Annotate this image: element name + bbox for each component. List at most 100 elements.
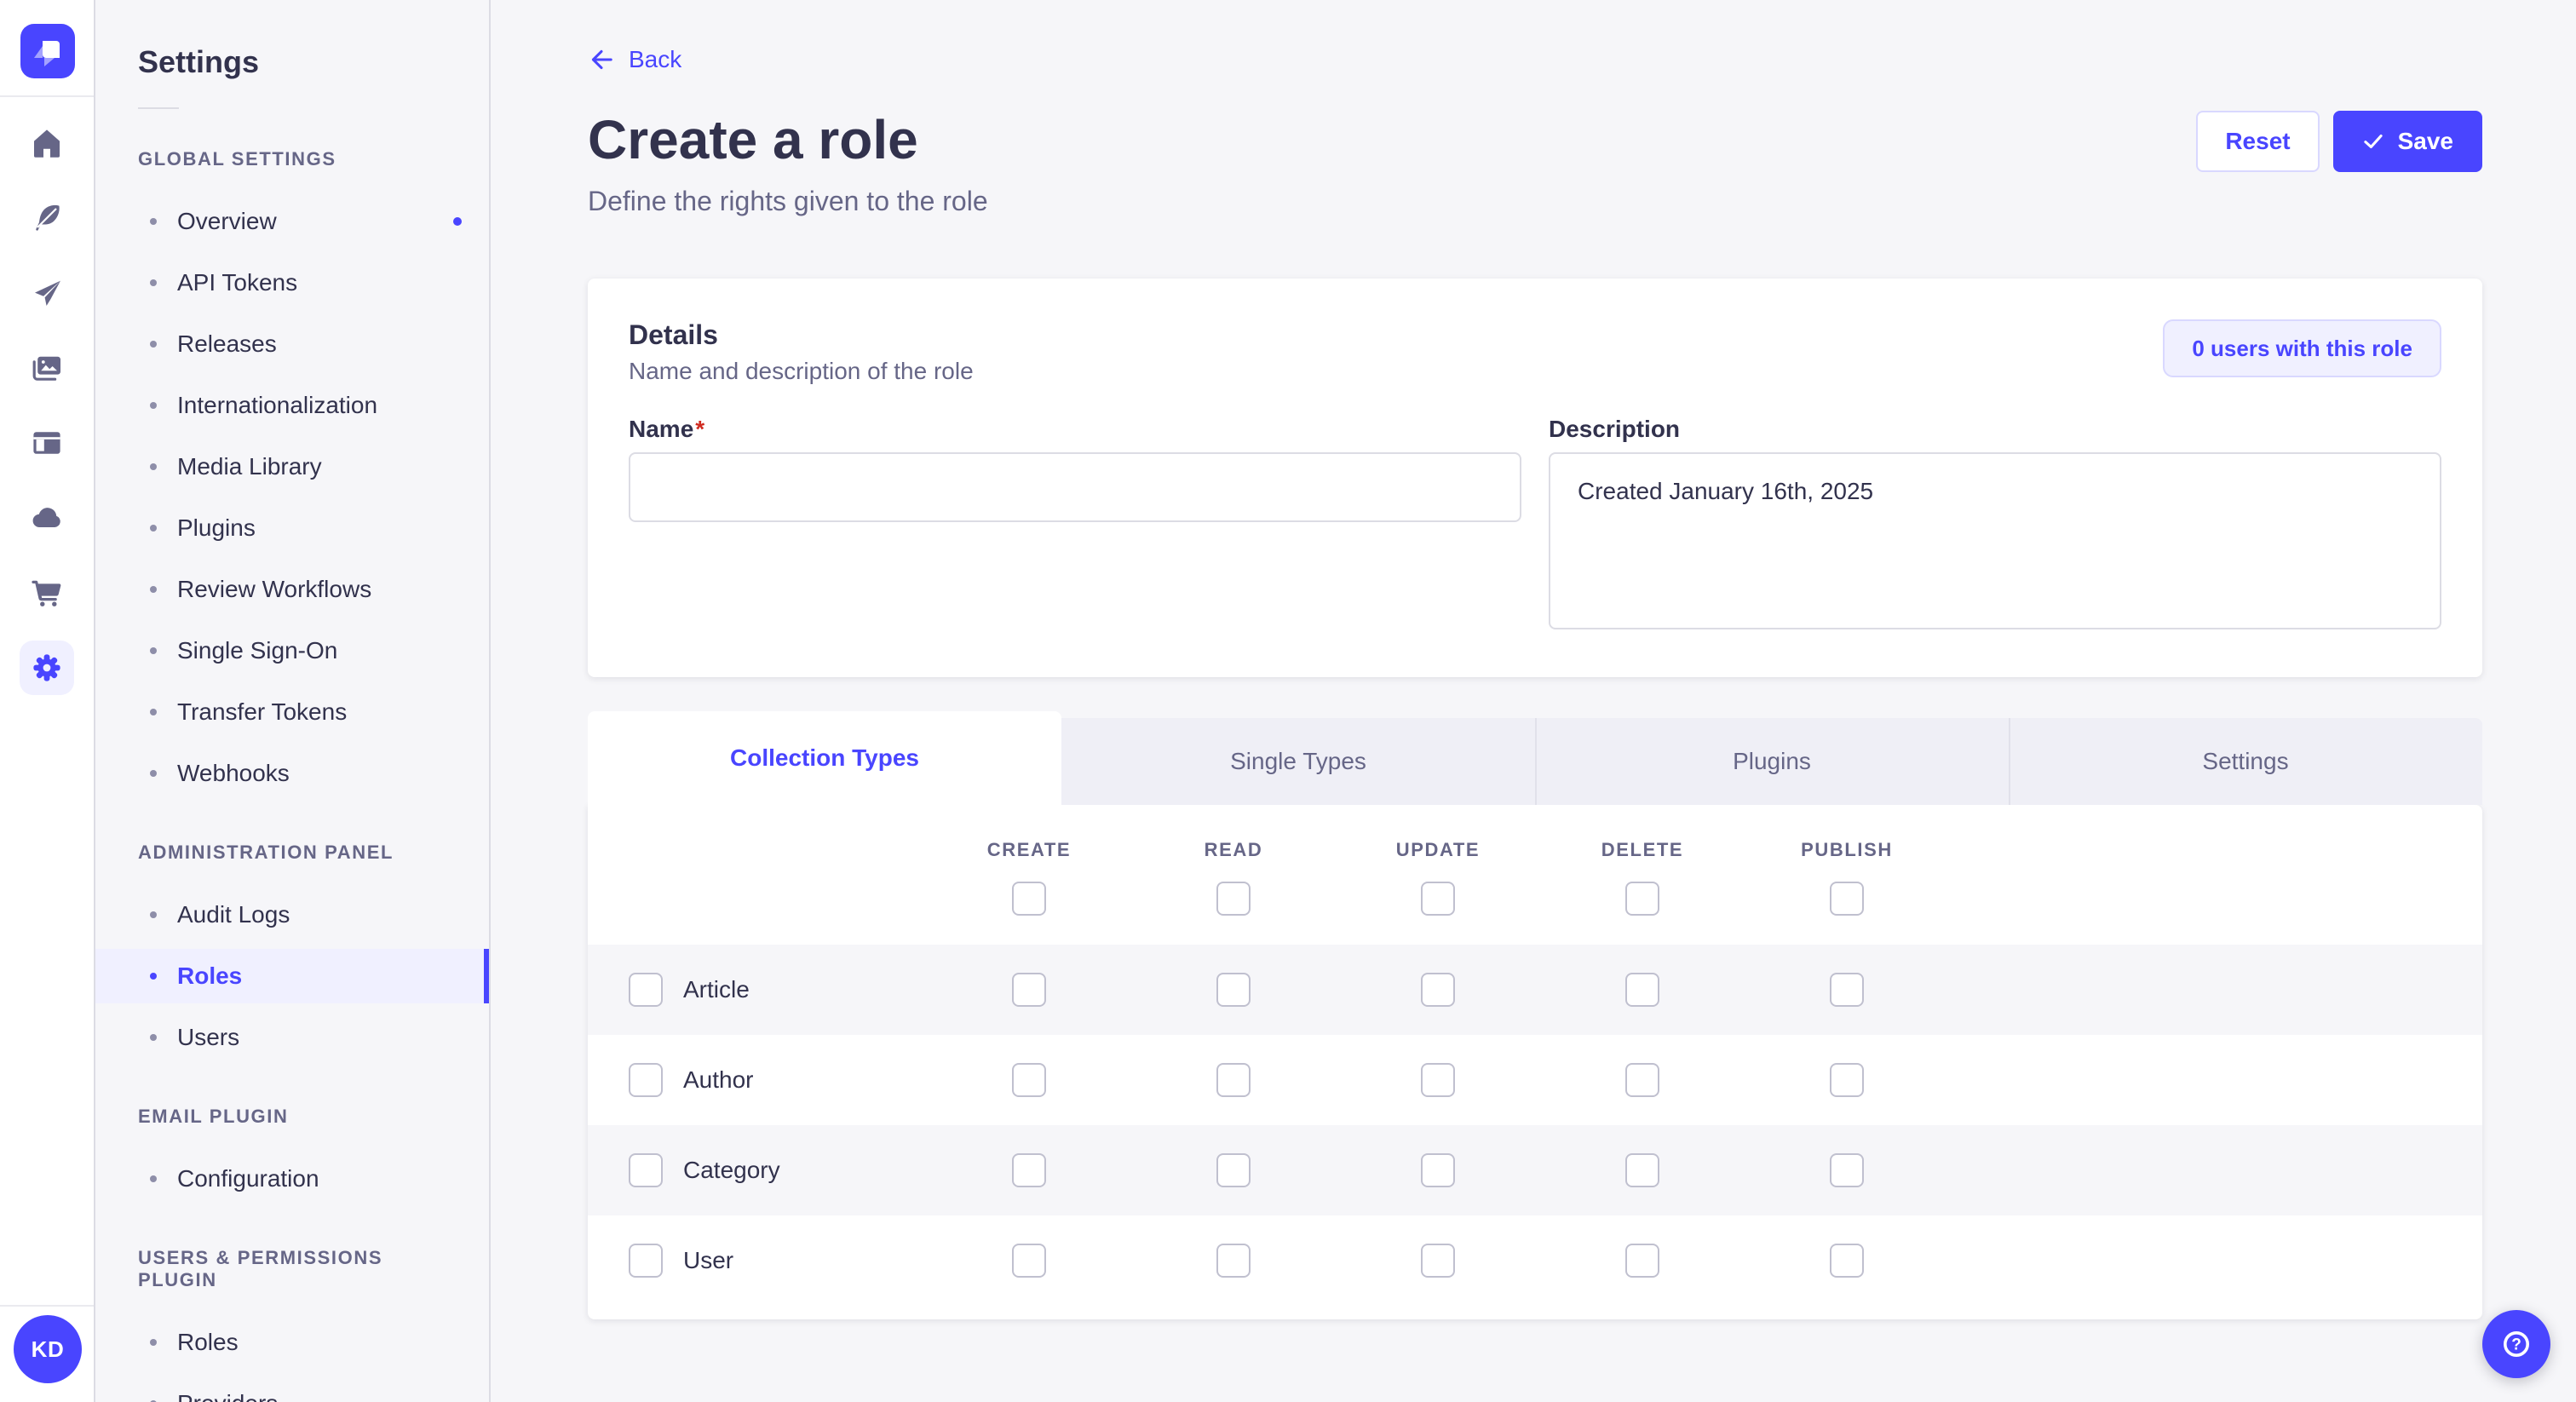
user-publish-checkbox[interactable] — [1830, 1244, 1864, 1278]
author-read-checkbox[interactable] — [1216, 1063, 1251, 1097]
sidebar-item-label: Overview — [177, 208, 277, 234]
home-icon[interactable] — [20, 116, 74, 170]
permissions-row-author: Author — [588, 1035, 2482, 1125]
permissions-row-user: User — [588, 1215, 2482, 1306]
name-field-group: Name * — [629, 412, 1521, 636]
name-label: Name * — [629, 416, 705, 442]
administration-panel-list: Audit Logs Roles Users — [95, 888, 489, 1065]
category-publish-checkbox[interactable] — [1830, 1153, 1864, 1187]
description-label: Description — [1549, 416, 1681, 442]
sidebar-item-label: Plugins — [177, 514, 256, 541]
help-button[interactable]: ? — [2482, 1310, 2550, 1378]
feather-icon[interactable] — [20, 191, 74, 245]
article-read-checkbox[interactable] — [1216, 973, 1251, 1007]
page-title: Create a role — [588, 109, 918, 170]
author-create-checkbox[interactable] — [1012, 1063, 1046, 1097]
paper-plane-icon[interactable] — [20, 266, 74, 320]
strapi-logo[interactable] — [20, 24, 75, 78]
sidebar-item-api-tokens[interactable]: API Tokens — [95, 256, 489, 310]
reset-button[interactable]: Reset — [2196, 111, 2320, 172]
article-delete-checkbox[interactable] — [1625, 973, 1659, 1007]
strapi-logo-icon — [34, 41, 60, 66]
sidebar-item-label: Media Library — [177, 453, 322, 480]
sidebar-item-label: Review Workflows — [177, 576, 372, 602]
section-email-plugin: EMAIL PLUGIN — [138, 1106, 289, 1127]
tab-settings[interactable]: Settings — [2009, 718, 2482, 805]
description-textarea[interactable]: Created January 16th, 2025 — [1549, 452, 2441, 629]
sidebar-item-configuration[interactable]: Configuration — [95, 1152, 489, 1206]
sidebar-item-internationalization[interactable]: Internationalization — [95, 378, 489, 433]
sidebar-item-label: Releases — [177, 330, 277, 357]
row-select-checkbox[interactable] — [629, 1244, 663, 1278]
save-button[interactable]: Save — [2332, 111, 2482, 172]
sidebar-item-transfer-tokens[interactable]: Transfer Tokens — [95, 685, 489, 739]
article-create-checkbox[interactable] — [1012, 973, 1046, 1007]
permissions-panel: CREATE READ UPDATE DELETE PUBLISH Articl… — [588, 805, 2482, 1319]
sidebar-item-roles-active[interactable]: Roles — [95, 949, 489, 1003]
sidebar-item-releases[interactable]: Releases — [95, 317, 489, 371]
name-input[interactable] — [629, 452, 1521, 522]
sidebar-item-label: Configuration — [177, 1165, 319, 1192]
content-type-label: Article — [683, 976, 750, 1003]
sidebar-item-single-sign-on[interactable]: Single Sign-On — [95, 623, 489, 678]
user-avatar[interactable]: KD — [14, 1315, 82, 1383]
media-library-icon[interactable] — [20, 341, 74, 395]
cloud-icon[interactable] — [20, 491, 74, 545]
main-content: Back Create a role Define the rights giv… — [491, 0, 2576, 1402]
header-actions: Reset Save — [2196, 111, 2482, 172]
svg-text:?: ? — [2511, 1336, 2521, 1353]
author-publish-checkbox[interactable] — [1830, 1063, 1864, 1097]
column-read: READ — [1204, 839, 1263, 860]
select-all-create-checkbox[interactable] — [1012, 882, 1046, 916]
user-read-checkbox[interactable] — [1216, 1244, 1251, 1278]
select-all-update-checkbox[interactable] — [1421, 882, 1455, 916]
sidebar-item-review-workflows[interactable]: Review Workflows — [95, 562, 489, 617]
tab-plugins[interactable]: Plugins — [1535, 718, 2009, 805]
section-administration-panel: ADMINISTRATION PANEL — [138, 842, 394, 863]
layout-icon[interactable] — [20, 416, 74, 470]
select-all-publish-checkbox[interactable] — [1830, 882, 1864, 916]
sidebar-item-audit-logs[interactable]: Audit Logs — [95, 888, 489, 942]
article-update-checkbox[interactable] — [1421, 973, 1455, 1007]
divider — [138, 107, 179, 109]
user-update-checkbox[interactable] — [1421, 1244, 1455, 1278]
tab-collection-types[interactable]: Collection Types — [588, 711, 1061, 805]
row-select-checkbox[interactable] — [629, 973, 663, 1007]
cart-icon[interactable] — [20, 566, 74, 620]
category-create-checkbox[interactable] — [1012, 1153, 1046, 1187]
permissions-header: CREATE READ UPDATE DELETE PUBLISH — [588, 805, 2482, 945]
section-users-permissions-plugin: USERS & PERMISSIONS PLUGIN — [138, 1247, 383, 1290]
select-all-read-checkbox[interactable] — [1216, 882, 1251, 916]
sidebar-item-label: Providers — [177, 1390, 278, 1402]
settings-subnav: Settings GLOBAL SETTINGS Overview API To… — [95, 0, 491, 1402]
sidebar-item-providers[interactable]: Providers — [95, 1376, 489, 1402]
author-delete-checkbox[interactable] — [1625, 1063, 1659, 1097]
settings-gear-icon[interactable] — [20, 641, 74, 695]
sidebar-item-users[interactable]: Users — [95, 1010, 489, 1065]
email-plugin-list: Configuration — [95, 1152, 489, 1206]
question-mark-icon: ? — [2504, 1331, 2529, 1357]
sidebar-item-up-roles[interactable]: Roles — [95, 1315, 489, 1370]
save-label: Save — [2397, 128, 2453, 154]
category-read-checkbox[interactable] — [1216, 1153, 1251, 1187]
select-all-delete-checkbox[interactable] — [1625, 882, 1659, 916]
category-delete-checkbox[interactable] — [1625, 1153, 1659, 1187]
sidebar-item-overview[interactable]: Overview — [95, 194, 489, 249]
tab-single-types[interactable]: Single Types — [1061, 718, 1535, 805]
user-create-checkbox[interactable] — [1012, 1244, 1046, 1278]
column-publish: PUBLISH — [1801, 839, 1893, 860]
sidebar-item-plugins[interactable]: Plugins — [95, 501, 489, 555]
sidebar-item-webhooks[interactable]: Webhooks — [95, 746, 489, 801]
row-select-checkbox[interactable] — [629, 1153, 663, 1187]
select-all-row — [629, 882, 2441, 945]
users-with-role-button[interactable]: 0 users with this role — [2163, 319, 2441, 377]
row-select-checkbox[interactable] — [629, 1063, 663, 1097]
user-delete-checkbox[interactable] — [1625, 1244, 1659, 1278]
article-publish-checkbox[interactable] — [1830, 973, 1864, 1007]
sidebar-item-media-library[interactable]: Media Library — [95, 440, 489, 494]
category-update-checkbox[interactable] — [1421, 1153, 1455, 1187]
sidebar-item-label: Internationalization — [177, 392, 378, 418]
back-link[interactable]: Back — [588, 46, 681, 73]
author-update-checkbox[interactable] — [1421, 1063, 1455, 1097]
section-global-settings: GLOBAL SETTINGS — [138, 148, 336, 170]
